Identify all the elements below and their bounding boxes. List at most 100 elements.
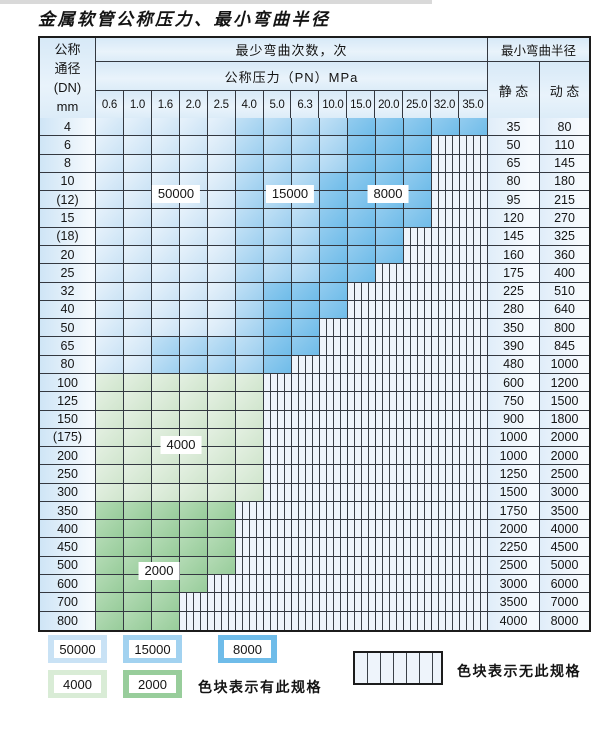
no-spec-cell	[348, 392, 376, 411]
no-spec-cell	[460, 319, 488, 338]
cycle-cell-50000	[96, 282, 124, 301]
static-column-header: 静 态	[488, 62, 540, 118]
no-spec-cell	[376, 465, 404, 484]
dynamic-radius-value: 4500	[540, 538, 589, 557]
no-spec-cell	[264, 611, 292, 630]
cycle-cell-4000	[152, 392, 180, 411]
cycle-cell-4000	[96, 465, 124, 484]
table-row: 400 2000 4000	[40, 520, 589, 539]
cycle-cell-15000	[320, 154, 348, 173]
no-spec-cell	[264, 428, 292, 448]
static-radius-value: 1000	[488, 428, 540, 448]
no-spec-cell	[376, 520, 404, 539]
table-row: 50 350 800	[40, 319, 589, 338]
cycle-cell-2000	[96, 538, 124, 557]
cycle-cell-8000	[376, 154, 404, 173]
no-spec-cell	[404, 392, 432, 411]
pressure-column-header: 32.0	[431, 91, 459, 118]
dynamic-radius-value: 80	[540, 118, 589, 137]
cycle-cell-2000	[124, 501, 152, 521]
no-spec-cell	[432, 447, 460, 466]
cycle-cell-8000	[292, 282, 320, 301]
cycle-cell-2000	[96, 520, 124, 539]
table-row: 700 3500 7000	[40, 593, 589, 612]
cycle-cell-4000	[208, 428, 236, 448]
dn-label: (12)	[40, 191, 96, 210]
legend-swatch-value: 15000	[129, 640, 176, 658]
cycle-cell-4000	[96, 392, 124, 411]
static-radius-value: 160	[488, 245, 540, 265]
dn-label: (175)	[40, 428, 96, 448]
cycle-cell-15000	[236, 264, 264, 283]
no-spec-cell	[460, 611, 488, 630]
no-spec-cell	[432, 300, 460, 320]
cycle-cell-50000	[124, 154, 152, 173]
no-spec-cell	[348, 520, 376, 539]
cycle-cell-50000	[152, 264, 180, 283]
no-spec-cell	[432, 520, 460, 539]
cycle-cell-50000	[96, 300, 124, 320]
pressure-values-row: 0.6 1.0 1.6 2.0 2.5 4.0 5.0 6.3 10.0 15.0 20.0 25.0…	[96, 91, 487, 118]
no-spec-cell	[460, 154, 488, 173]
no-spec-cell	[236, 593, 264, 612]
static-radius-value: 900	[488, 410, 540, 429]
no-spec-cell	[404, 282, 432, 301]
no-spec-cell	[460, 227, 488, 246]
cycle-cell-50000	[124, 319, 152, 338]
static-radius-value: 350	[488, 319, 540, 338]
no-spec-cell	[432, 319, 460, 338]
no-spec-cell	[320, 337, 348, 356]
no-spec-cell	[404, 264, 432, 283]
no-spec-cell	[404, 538, 432, 557]
no-spec-cell	[460, 172, 488, 192]
cycle-cell-8000	[264, 355, 292, 374]
cycle-cell-4000	[208, 373, 236, 393]
no-spec-cell	[460, 337, 488, 356]
cycle-cell-2000	[96, 501, 124, 521]
table-row: 10 80 180	[40, 172, 589, 192]
dn-label: 500	[40, 556, 96, 576]
table-row: 4 35 80	[40, 118, 589, 137]
cycle-cell-4000	[236, 392, 264, 411]
no-spec-cell	[320, 428, 348, 448]
cycle-cell-15000	[152, 337, 180, 356]
dynamic-radius-value: 3500	[540, 501, 589, 521]
no-spec-cell	[432, 373, 460, 393]
dynamic-radius-value: 4000	[540, 520, 589, 539]
dn-label: 25	[40, 264, 96, 283]
no-spec-cell	[376, 355, 404, 374]
no-spec-cell	[348, 465, 376, 484]
dn-label: 15	[40, 209, 96, 228]
cycle-cell-15000	[264, 118, 292, 137]
no-spec-cell	[404, 611, 432, 630]
no-spec-cell	[348, 282, 376, 301]
table-row: 200 1000 2000	[40, 447, 589, 466]
dynamic-radius-value: 1200	[540, 373, 589, 393]
cycle-cell-50000	[152, 154, 180, 173]
no-spec-cell	[320, 410, 348, 429]
dynamic-radius-value: 5000	[540, 556, 589, 576]
table-row: 250 1250 2500	[40, 465, 589, 484]
table-row: 40 280 640	[40, 300, 589, 320]
no-spec-cell	[460, 264, 488, 283]
dynamic-radius-value: 215	[540, 191, 589, 210]
static-radius-value: 2000	[488, 520, 540, 539]
cycle-cell-8000	[348, 154, 376, 173]
no-spec-cell	[292, 447, 320, 466]
no-spec-cell	[404, 245, 432, 265]
legend-swatch-4000: 4000	[48, 670, 107, 698]
cycle-cell-4000	[152, 483, 180, 502]
legend-swatch-15000: 15000	[123, 635, 182, 663]
cycle-cell-15000	[236, 319, 264, 338]
dn-label: 350	[40, 501, 96, 521]
static-radius-value: 1500	[488, 483, 540, 502]
no-spec-cell	[348, 483, 376, 502]
no-spec-cell	[292, 501, 320, 521]
cycle-cell-4000	[152, 373, 180, 393]
static-radius-value: 390	[488, 337, 540, 356]
table-row: 80 480 1000	[40, 355, 589, 374]
no-spec-cell	[264, 392, 292, 411]
dn-header-line: 通径	[54, 61, 81, 76]
dynamic-radius-value: 2500	[540, 465, 589, 484]
no-spec-cell	[180, 593, 208, 612]
